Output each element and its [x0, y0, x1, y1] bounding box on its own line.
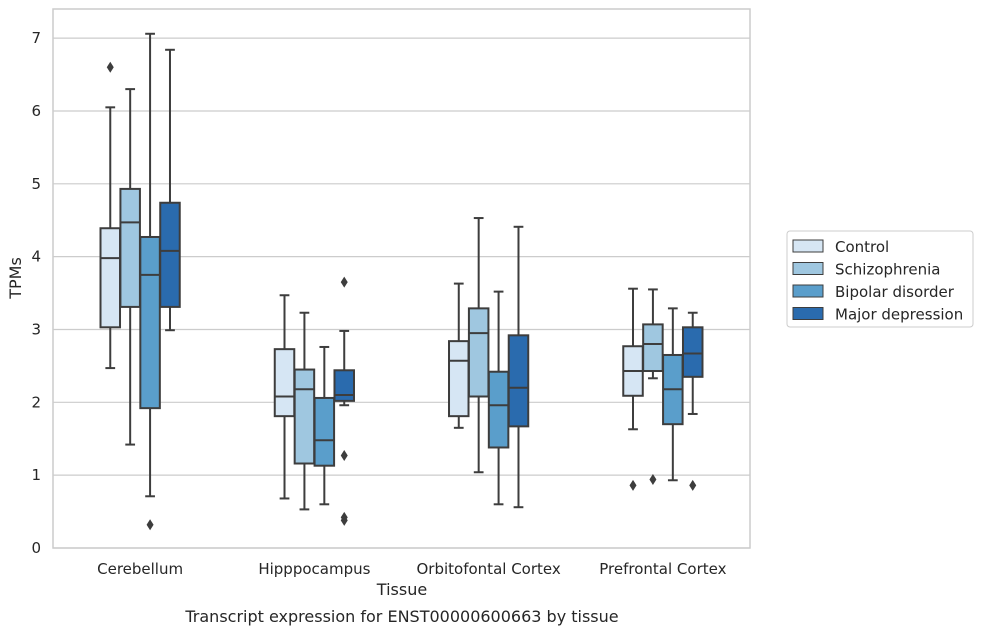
box-control — [273, 294, 296, 500]
box-iqr — [448, 340, 470, 418]
outlier-point — [689, 479, 697, 491]
box-major-depression — [507, 225, 530, 509]
y-tick-label: 5 — [31, 175, 41, 193]
box-series — [99, 32, 704, 531]
outlier-point — [106, 61, 114, 73]
box-iqr — [313, 396, 336, 467]
box-iqr — [139, 235, 161, 410]
legend: Control Schizophrenia Bipolar disorder Majo… — [786, 230, 974, 328]
box-iqr — [487, 370, 510, 449]
box-bipolar-disorder — [139, 32, 161, 531]
box-iqr — [159, 201, 181, 308]
x-axis-ticks: Cerebellum Hipppocampus Orbitofontal Corte… — [97, 560, 726, 578]
box-iqr — [507, 334, 530, 428]
x-tick-label: Orbitofontal Cortex — [417, 560, 561, 578]
box-iqr — [681, 326, 704, 378]
legend-frame — [786, 230, 974, 328]
x-tick-label: Hipppocampus — [258, 560, 370, 578]
outlier-point — [340, 449, 348, 461]
y-tick-label: 3 — [31, 320, 41, 338]
legend-label: Major depression — [835, 306, 963, 324]
box-iqr — [99, 227, 122, 329]
box-schizophrenia — [119, 88, 141, 446]
box-major-depression — [159, 48, 181, 332]
box-bipolar-disorder — [487, 290, 510, 506]
legend-label: Control — [835, 238, 889, 256]
legend-swatch — [792, 284, 824, 298]
outlier-point — [649, 474, 657, 486]
box-iqr — [273, 348, 296, 418]
box-major-depression — [333, 276, 355, 526]
outlier-point — [146, 519, 154, 531]
y-tick-label: 1 — [31, 466, 41, 484]
box-schizophrenia — [467, 217, 490, 474]
y-tick-label: 0 — [31, 539, 41, 557]
box-iqr — [467, 307, 490, 398]
plot-frame — [52, 8, 751, 549]
box-bipolar-disorder — [662, 307, 684, 482]
box-control — [622, 287, 644, 491]
box-iqr — [293, 368, 316, 465]
legend-label: Bipolar disorder — [835, 283, 955, 301]
outlier-point — [629, 479, 637, 491]
box-control — [99, 61, 122, 370]
box-iqr — [333, 369, 355, 402]
outlier-point — [340, 514, 348, 526]
box-schizophrenia — [642, 288, 664, 486]
outlier-point — [340, 276, 348, 288]
y-tick-label: 6 — [31, 102, 41, 120]
legend-swatch — [792, 239, 824, 253]
box-iqr — [119, 187, 141, 308]
box-major-depression — [681, 311, 704, 491]
legend-label: Schizophrenia — [835, 261, 940, 279]
y-axis-title: TPMs — [6, 257, 25, 300]
box-iqr — [642, 323, 664, 373]
legend-swatch — [792, 307, 824, 320]
y-tick-label: 2 — [31, 393, 41, 411]
y-axis-ticks: 0 1 2 3 4 5 6 7 — [31, 29, 41, 557]
y-tick-label: 7 — [31, 29, 41, 47]
y-tick-label: 4 — [31, 248, 41, 266]
chart-caption: Transcript expression for ENST0000060066… — [184, 607, 618, 626]
x-tick-label: Prefrontal Cortex — [599, 560, 726, 578]
box-bipolar-disorder — [313, 345, 336, 506]
legend-swatch — [792, 262, 824, 275]
x-axis-title: Tissue — [376, 580, 427, 599]
x-tick-label: Cerebellum — [97, 560, 183, 578]
